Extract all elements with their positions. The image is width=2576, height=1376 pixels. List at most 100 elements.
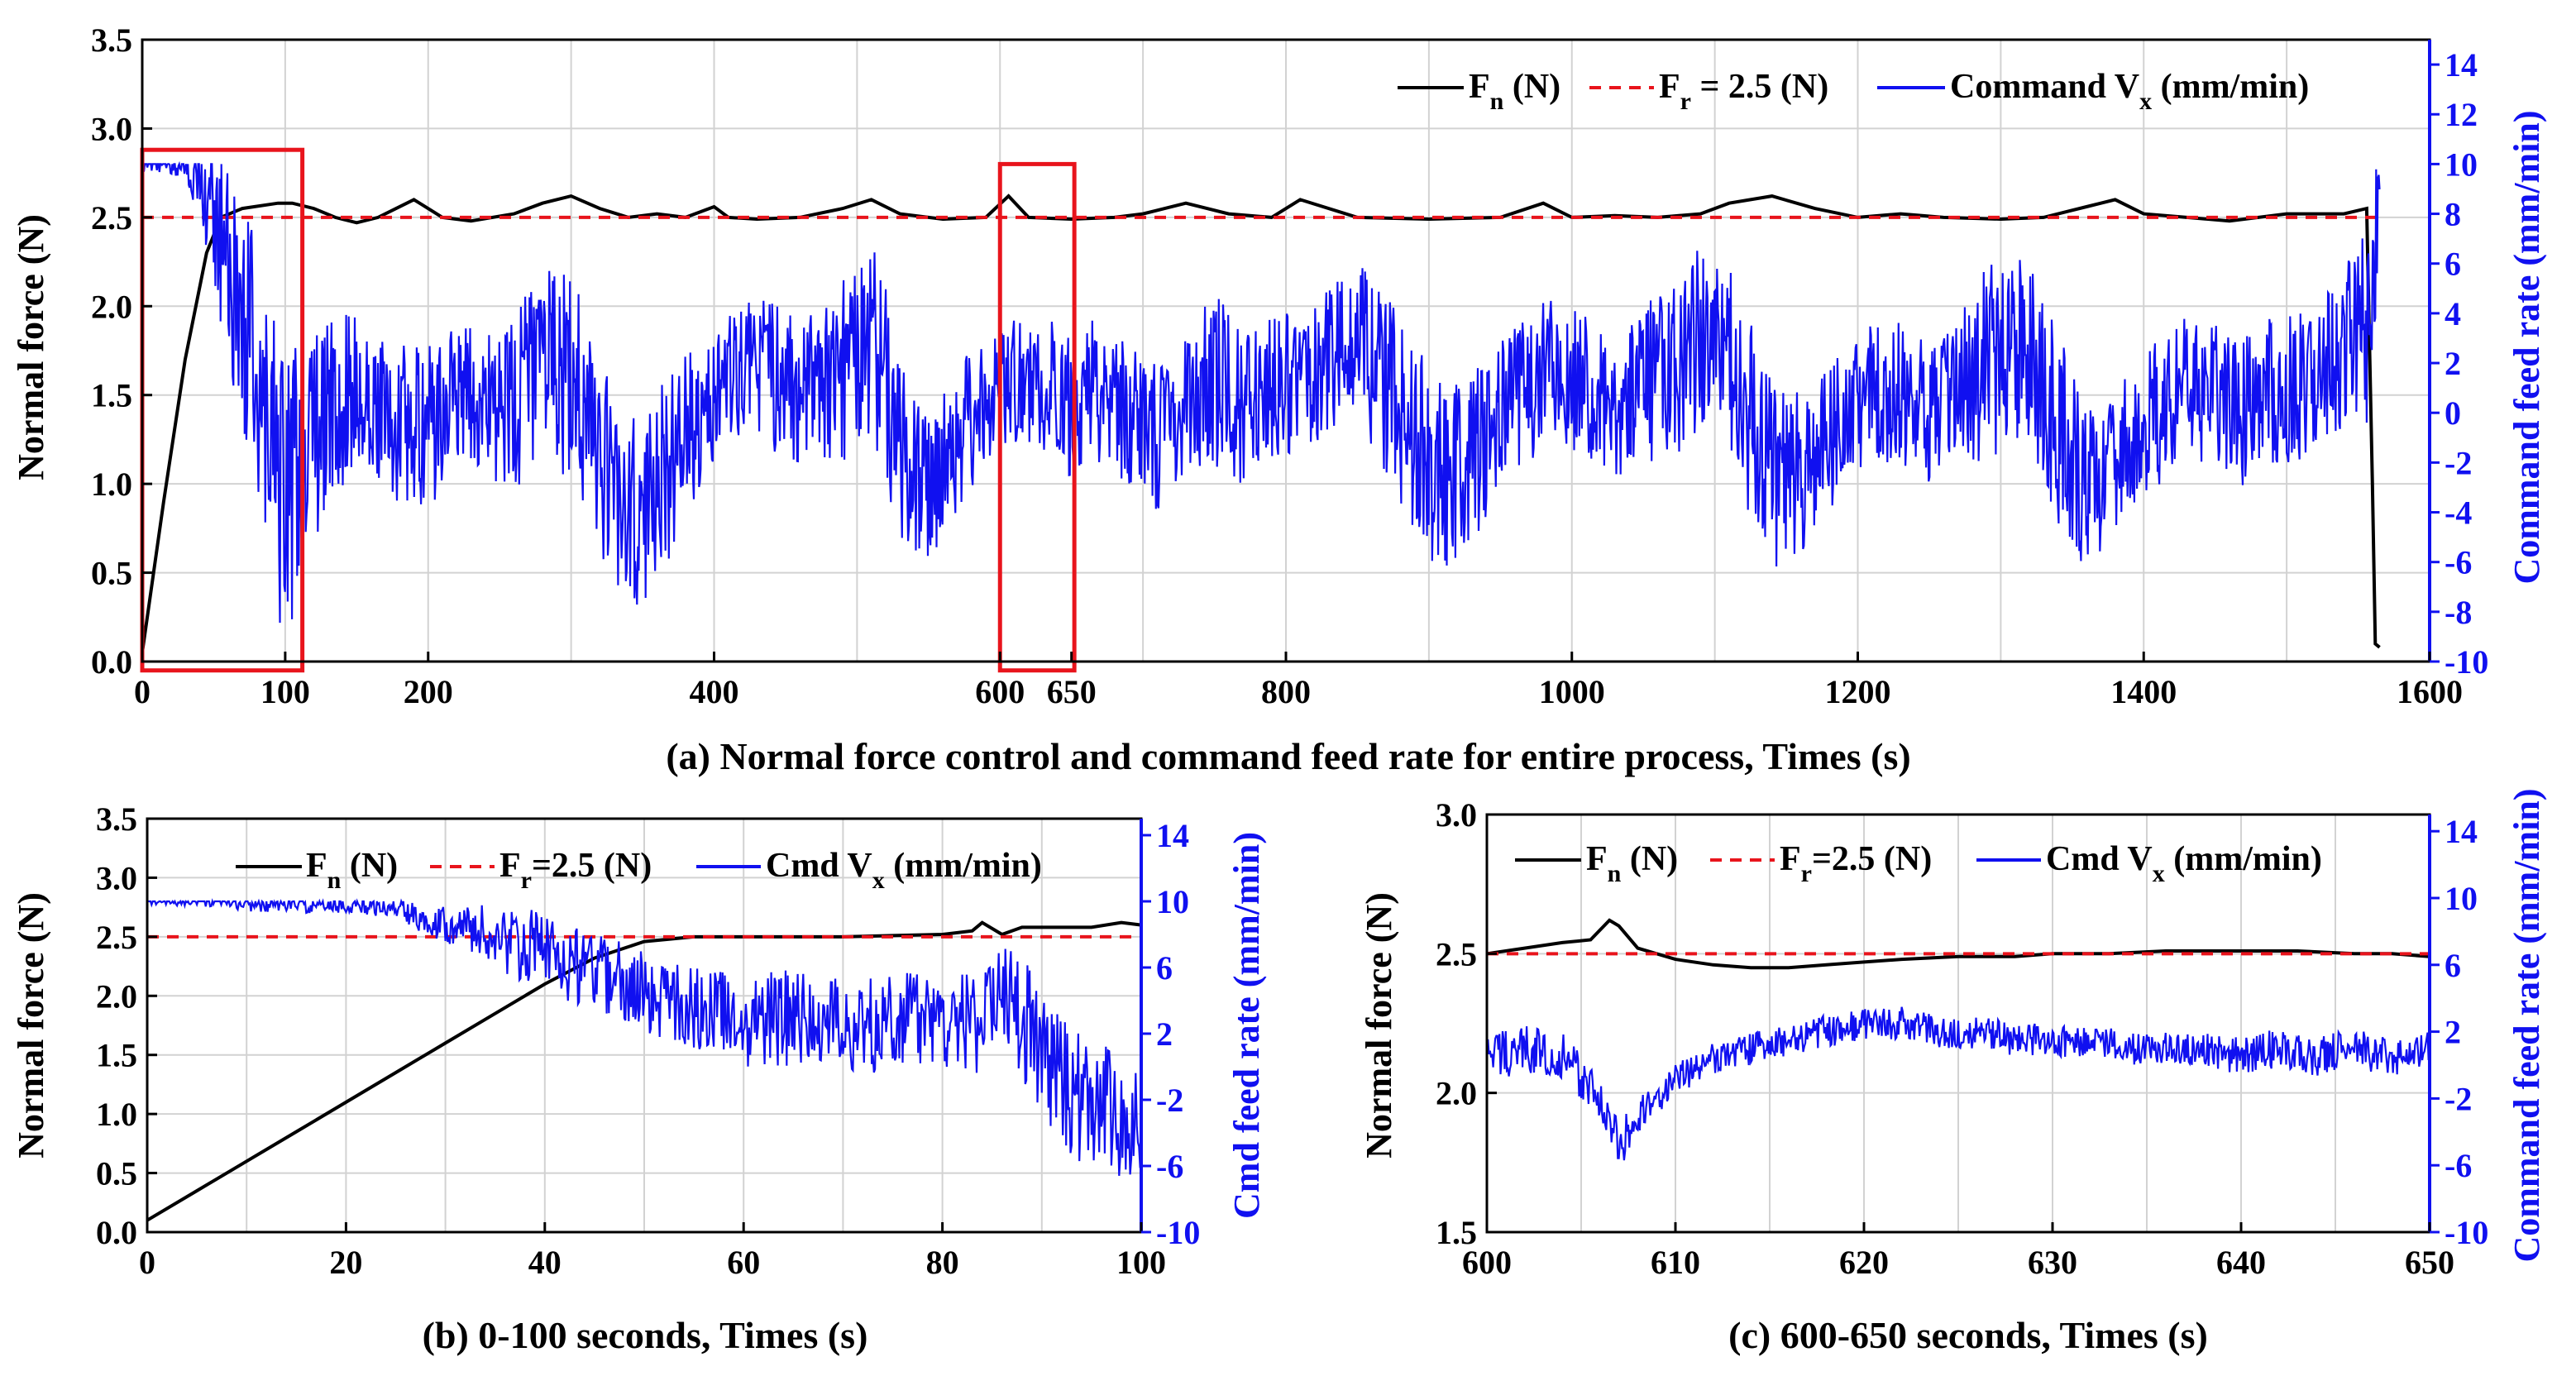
y2-tick-label: 14 (2445, 46, 2478, 84)
y-tick-label: 0.0 (96, 1214, 137, 1251)
x-tick-label: 1400 (2110, 673, 2177, 710)
y2-tick-label: -4 (2445, 494, 2472, 532)
x-ticks-b: 0 20 40 60 80 100 (139, 1222, 1166, 1281)
y2-tick-label: 10 (2445, 880, 2478, 917)
y-tick-label: 3.5 (91, 22, 132, 59)
y-tick-label: 3.5 (96, 800, 137, 838)
y2-tick-label: 6 (2445, 246, 2461, 283)
y-tick-label: 3.0 (1436, 796, 1477, 834)
y-axis-label-a: Normal force (N) (11, 214, 51, 480)
normal-force-line (1486, 918, 2430, 970)
x-tick-label: 20 (329, 1244, 362, 1281)
x-ticks-a: 0 100 200 400 600 650 800 1000 1200 1400 1600 (134, 652, 2463, 710)
highlight-box (997, 161, 1077, 673)
legend-cmd-label-c: Cmd Vx (mm/min) (2046, 840, 2322, 887)
series-c (1485, 918, 2431, 1161)
x-tick-label: 0 (134, 673, 151, 710)
legend-force-label-c: Fn (N) (1586, 840, 1678, 887)
panel-b: 0 20 40 60 80 100 0.0 0.5 1.0 1.5 2.0 2.5 3.0 3.5 -1… (11, 800, 1267, 1356)
y-axis-label-c: Normal force (N) (1359, 892, 1399, 1159)
y2-tick-label: -10 (2445, 1214, 2488, 1251)
x-tick-label: 100 (260, 673, 310, 710)
y-tick-label: 2.5 (91, 199, 132, 236)
y2-tick-label: 6 (1156, 949, 1173, 987)
x-tick-label: 80 (926, 1244, 959, 1281)
y2-tick-label: 2 (1156, 1015, 1173, 1053)
y2-tick-label: 10 (2445, 146, 2478, 183)
y-tick-label: 2.0 (96, 977, 137, 1015)
y-tick-label: 2.5 (96, 919, 137, 956)
y-ticks-a: 0.0 0.5 1.0 1.5 2.0 2.5 3.0 3.5 (91, 22, 152, 681)
y2-tick-label: -2 (1156, 1082, 1183, 1119)
panel-c: 600 610 620 630 640 650 1.52.02.53.0 -10-6-22… (1359, 788, 2547, 1356)
legend-force-label-b: Fn (N) (306, 847, 398, 894)
caption-c: (c) 600-650 seconds, Times (s) (1728, 1314, 2208, 1356)
legend-b: Fn (N) Fr=2.5 (N) Cmd Vx (mm/min) (236, 847, 1042, 894)
y2-tick-label: 6 (2445, 947, 2461, 984)
x-tick-label: 1600 (2397, 673, 2463, 710)
y-tick-label: 0.0 (91, 643, 132, 681)
y2-tick-label: 14 (2445, 813, 2478, 850)
y2-tick-label: 10 (1156, 883, 1189, 920)
legend-cmd-label-b: Cmd Vx (mm/min) (766, 847, 1042, 894)
y2-axis-label-a: Command feed rate (mm/min) (2507, 110, 2547, 584)
y-axis-label-b: Normal force (N) (11, 892, 51, 1159)
x-tick-label: 60 (727, 1244, 760, 1281)
legend-force-label: Fn (N) (1469, 68, 1560, 115)
legend-ref-label-b: Fr=2.5 (N) (499, 847, 652, 894)
command-feed-rate-line (147, 898, 1143, 1176)
y2-tick-label: -10 (2445, 643, 2488, 681)
x-tick-label: 1200 (1825, 673, 1891, 710)
y-tick-label: 2.0 (1436, 1075, 1477, 1112)
y-tick-label: 2.0 (91, 288, 132, 325)
legend-a: Fn (N) Fr = 2.5 (N) Command Vx (mm/min) (1398, 68, 2309, 115)
y2-axis-label-c: Command feed rate (mm/min) (2507, 788, 2547, 1262)
y-tick-label: 1.0 (96, 1096, 137, 1133)
y-tick-label: 1.5 (91, 377, 132, 414)
y2-tick-label: -6 (2445, 1147, 2472, 1184)
y2-tick-label: -6 (1156, 1148, 1183, 1185)
legend-c: Fn (N) Fr=2.5 (N) Cmd Vx (mm/min) (1515, 840, 2322, 887)
y-tick-label: 1.5 (1436, 1214, 1477, 1251)
x-tick-label: 100 (1116, 1244, 1166, 1281)
x-tick-label: 620 (1839, 1244, 1889, 1281)
y-ticks-c: 1.5 2.0 2.5 3.0 (1436, 796, 1497, 1251)
panel-a: 0 100 200 400 600 650 800 1000 1200 1400 1600 0.00… (11, 22, 2547, 777)
y2-tick-label: -2 (2445, 1080, 2472, 1117)
y-tick-label: 3.0 (96, 859, 137, 896)
y-tick-label: 3.0 (91, 110, 132, 147)
series-a (141, 160, 2381, 653)
x-tick-label: 600 (975, 673, 1025, 710)
normal-force-line (141, 194, 2381, 653)
y2-tick-label: 8 (2445, 196, 2461, 233)
x-tick-label: 630 (2028, 1244, 2077, 1281)
x-tick-label: 40 (528, 1244, 562, 1281)
x-tick-label: 200 (404, 673, 453, 710)
y2-ticks-a: -10 -8 -6 -4 -2 0 2 4 6 8 10 12 14 (2430, 46, 2488, 681)
y-tick-label: 0.5 (91, 555, 132, 592)
x-tick-label: 1000 (1539, 673, 1605, 710)
y2-tick-label: -2 (2445, 444, 2472, 481)
y-tick-label: 1.5 (96, 1037, 137, 1074)
y-tick-label: 1.0 (91, 466, 132, 503)
legend-ref-label: Fr = 2.5 (N) (1659, 68, 1828, 115)
y2-tick-label: 0 (2445, 394, 2461, 432)
x-tick-label: 400 (690, 673, 739, 710)
y-ticks-b: 0.0 0.5 1.0 1.5 2.0 2.5 3.0 3.5 (96, 800, 157, 1251)
x-tick-label: 650 (1047, 673, 1097, 710)
x-tick-label: 600 (1462, 1244, 1512, 1281)
x-tick-label: 0 (139, 1244, 155, 1281)
command-feed-rate-line (141, 160, 2381, 624)
y2-axis-label-b: Cmd feed rate (mm/min) (1226, 832, 1267, 1219)
series-b (146, 898, 1143, 1222)
x-tick-label: 640 (2216, 1244, 2266, 1281)
y2-tick-label: 12 (2445, 96, 2478, 133)
x-tick-label: 800 (1261, 673, 1311, 710)
y2-tick-label: 14 (1156, 817, 1189, 854)
caption-a: (a) Normal force control and command fee… (666, 735, 1910, 777)
y-tick-label: 0.5 (96, 1155, 137, 1192)
legend-ref-label-c: Fr=2.5 (N) (1780, 840, 1932, 887)
y2-ticks-c: -10 -6 -2 2 6 10 14 (2430, 813, 2488, 1251)
y2-tick-label: 4 (2445, 295, 2461, 332)
